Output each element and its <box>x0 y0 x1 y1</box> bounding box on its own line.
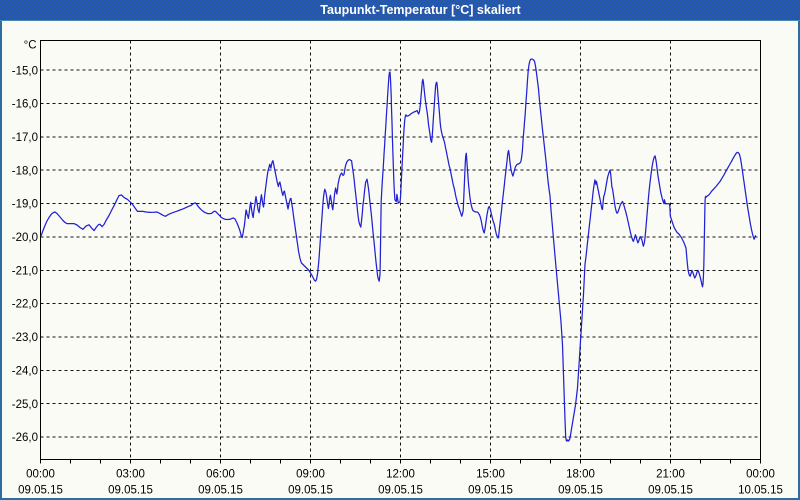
svg-text:03:00: 03:00 <box>116 469 145 481</box>
svg-text:-20,0: -20,0 <box>12 232 38 244</box>
svg-text:10.05.15: 10.05.15 <box>738 485 783 497</box>
svg-text:09.05.15: 09.05.15 <box>108 485 153 497</box>
svg-text:09.05.15: 09.05.15 <box>288 485 333 497</box>
svg-text:-18,0: -18,0 <box>12 165 38 177</box>
svg-text:06:00: 06:00 <box>206 469 235 481</box>
svg-text:09.05.15: 09.05.15 <box>648 485 693 497</box>
svg-text:-24,0: -24,0 <box>12 365 38 377</box>
svg-text:15:00: 15:00 <box>476 469 505 481</box>
svg-text:-23,0: -23,0 <box>12 332 38 344</box>
svg-text:-21,0: -21,0 <box>12 265 38 277</box>
svg-text:09.05.15: 09.05.15 <box>558 485 603 497</box>
svg-text:09.05.15: 09.05.15 <box>378 485 423 497</box>
svg-text:09.05.15: 09.05.15 <box>198 485 243 497</box>
svg-text:-15,0: -15,0 <box>12 65 38 77</box>
svg-text:-22,0: -22,0 <box>12 299 38 311</box>
svg-text:-17,0: -17,0 <box>12 132 38 144</box>
svg-text:00:00: 00:00 <box>26 469 55 481</box>
svg-text:-16,0: -16,0 <box>12 99 38 111</box>
svg-text:-19,0: -19,0 <box>12 199 38 211</box>
svg-text:09:00: 09:00 <box>296 469 325 481</box>
svg-text:12:00: 12:00 <box>386 469 415 481</box>
svg-text:°C: °C <box>24 40 37 52</box>
svg-text:21:00: 21:00 <box>656 469 685 481</box>
svg-text:09.05.15: 09.05.15 <box>468 485 513 497</box>
svg-text:-25,0: -25,0 <box>12 399 38 411</box>
svg-text:18:00: 18:00 <box>566 469 595 481</box>
svg-text:00:00: 00:00 <box>746 469 775 481</box>
svg-text:-26,0: -26,0 <box>12 432 38 444</box>
svg-text:09.05.15: 09.05.15 <box>18 485 63 497</box>
